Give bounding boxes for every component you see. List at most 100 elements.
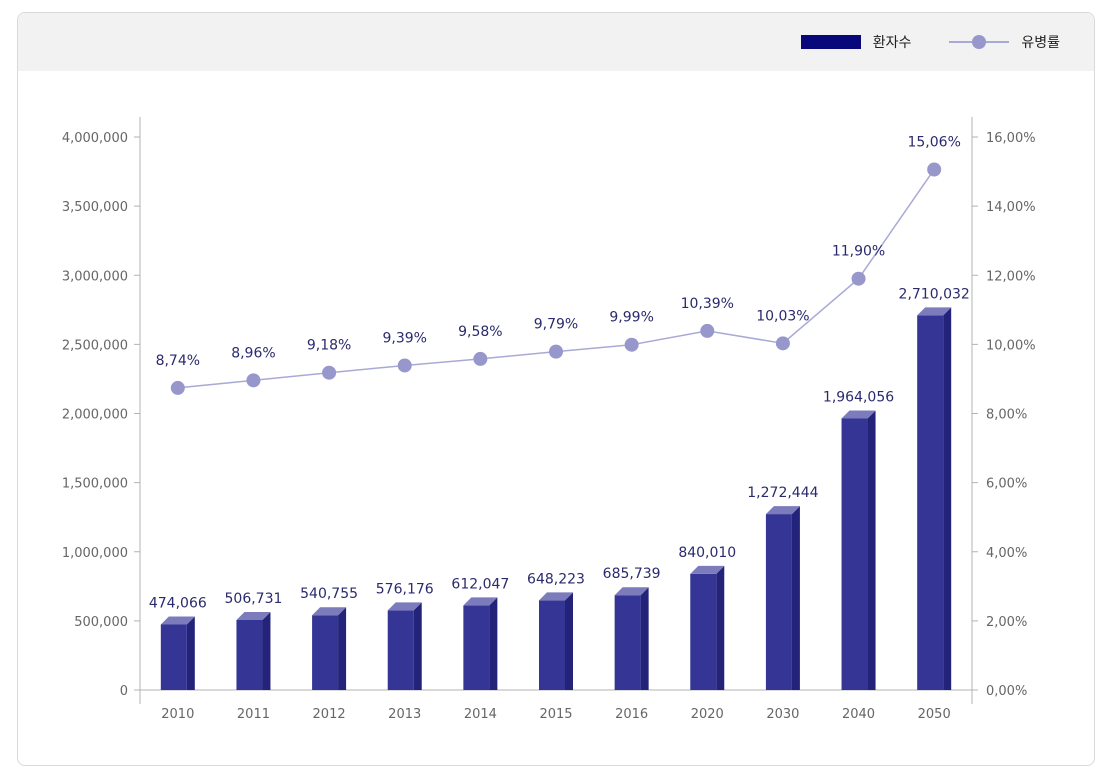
bar-side (338, 607, 347, 690)
bar-data-label: 474,066 (149, 595, 207, 611)
right-axis-tick-label: 2,00% (986, 615, 1027, 630)
bar-data-label: 612,047 (451, 576, 509, 592)
x-axis-tick-label: 2050 (918, 707, 951, 722)
bar-side (716, 565, 725, 690)
bar-data-label: 576,176 (376, 581, 434, 597)
right-axis-tick-label: 0,00% (986, 684, 1027, 699)
bar (236, 619, 263, 690)
bar-side (413, 602, 422, 690)
bar-top (690, 565, 725, 574)
bar-side (943, 307, 952, 690)
line-data-label: 9,39% (382, 330, 426, 346)
bar-data-label: 648,223 (527, 571, 585, 587)
bar-top (312, 607, 347, 616)
bar-data-label: 840,010 (678, 545, 736, 561)
bar-side (640, 587, 649, 690)
right-axis-tick-label: 10,00% (986, 338, 1036, 353)
x-axis-tick-label: 2010 (161, 707, 194, 722)
x-axis-tick-label: 2020 (691, 707, 724, 722)
line-data-label: 10,03% (756, 308, 809, 324)
line-point (624, 337, 639, 352)
left-axis-tick-label: 3,000,000 (62, 269, 128, 284)
line-point (170, 380, 185, 395)
right-axis-tick-label: 14,00% (986, 200, 1036, 215)
bar-side (489, 597, 498, 690)
line-point (397, 358, 412, 373)
legend-header: 환자수 유병률 (18, 13, 1094, 71)
x-axis-tick-label: 2040 (842, 707, 875, 722)
bar-top (463, 597, 498, 606)
right-axis-tick-label: 16,00% (986, 131, 1036, 146)
x-axis-tick-label: 2015 (539, 707, 572, 722)
line-data-label: 9,58% (458, 324, 502, 340)
left-axis-tick-label: 1,500,000 (62, 477, 128, 492)
bar-top (614, 587, 649, 596)
line-point (549, 344, 563, 359)
legend-item-line[interactable]: 유병률 (949, 32, 1060, 52)
bar-swatch-icon (800, 35, 861, 49)
bar-data-label: 506,731 (225, 591, 283, 607)
bar (765, 514, 792, 690)
bar (917, 315, 944, 690)
x-axis-tick-label: 2013 (388, 707, 421, 722)
left-axis-tick-label: 3,500,000 (62, 200, 128, 215)
bar-top (765, 506, 800, 515)
right-axis-tick-label: 6,00% (986, 477, 1027, 492)
bar-top (841, 410, 876, 419)
line-point (700, 323, 715, 338)
bar-side (262, 611, 271, 690)
x-axis-tick-label: 2014 (464, 707, 497, 722)
left-axis-tick-label: 2,000,000 (62, 408, 128, 423)
bar-top (160, 616, 195, 625)
bar-data-label: 540,755 (300, 586, 358, 602)
bar (312, 615, 339, 690)
right-axis-tick-label: 8,00% (986, 408, 1027, 423)
bar-data-label: 685,739 (603, 566, 661, 582)
line-point (322, 365, 337, 380)
bar-side (186, 616, 195, 690)
legend: 환자수 유병률 (763, 32, 1060, 52)
legend-bar-label: 환자수 (872, 35, 912, 51)
bar (160, 624, 187, 690)
line-data-label: 15,06% (907, 134, 960, 150)
line-data-label: 8,74% (156, 353, 200, 369)
x-axis-tick-label: 2016 (615, 707, 648, 722)
left-axis-tick-label: 2,500,000 (62, 338, 128, 353)
line-data-label: 9,99% (609, 310, 653, 326)
bar (387, 610, 414, 690)
line-point (246, 373, 261, 388)
legend-item-bar[interactable]: 환자수 (800, 32, 912, 52)
bar-side (791, 506, 800, 690)
line-point (927, 162, 942, 177)
bar-data-label: 1,964,056 (823, 389, 894, 405)
line-data-label: 9,79% (534, 317, 578, 333)
bar-data-label: 1,272,444 (747, 485, 818, 501)
bar (539, 600, 565, 690)
left-axis-tick-label: 0 (120, 684, 128, 699)
x-axis-tick-label: 2011 (237, 707, 270, 722)
line-data-label: 9,18% (307, 338, 351, 354)
line-point (851, 271, 866, 286)
line-point (473, 351, 488, 366)
bar (463, 605, 490, 690)
left-axis-tick-label: 1,000,000 (62, 546, 128, 561)
line-marker-swatch-icon (949, 35, 1010, 49)
line-data-label: 10,39% (681, 296, 734, 312)
bar-side (565, 592, 573, 690)
bar (690, 573, 717, 690)
left-axis-tick-label: 500,000 (74, 615, 128, 630)
bar-side (867, 410, 876, 690)
bar (841, 418, 868, 690)
bar-top (236, 611, 271, 620)
bar-top (387, 602, 422, 611)
right-axis-tick-label: 4,00% (986, 546, 1027, 561)
bar-top (917, 307, 952, 316)
x-axis-tick-label: 2030 (766, 707, 799, 722)
left-axis-tick-label: 4,000,000 (62, 131, 128, 146)
x-axis-tick-label: 2012 (313, 707, 346, 722)
legend-line-label: 유병률 (1021, 35, 1060, 51)
line-point (775, 336, 790, 351)
bar-data-label: 2,710,032 (899, 286, 970, 302)
bar-top (539, 592, 573, 601)
